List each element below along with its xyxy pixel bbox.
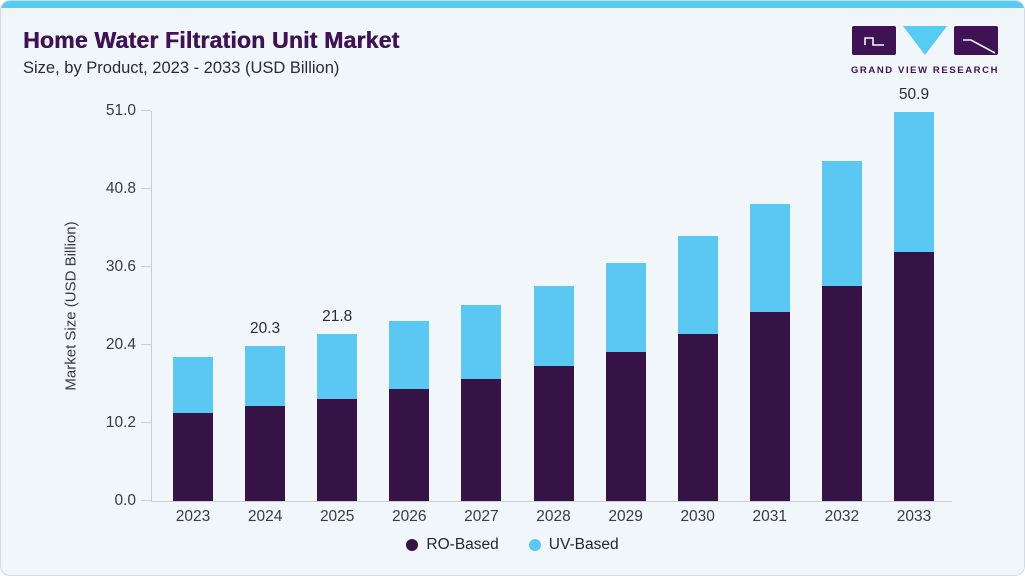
- y-axis-tick-label: 51.0: [105, 102, 136, 119]
- bar-segment-ro-based-2028: [533, 366, 574, 501]
- legend-label-ro-based: RO-Based: [426, 536, 499, 553]
- x-axis-label-2032: 2032: [824, 508, 860, 525]
- bar-group-2033: [894, 111, 934, 501]
- bar-segment-uv-based-2029: [605, 263, 646, 352]
- legend-item-uv-based: UV-Based: [528, 536, 619, 554]
- legend-label-uv-based: UV-Based: [548, 536, 619, 553]
- bar-segment-uv-based-2026: [389, 321, 430, 390]
- legend-swatch-uv-based: [528, 539, 541, 551]
- y-axis-tick-label: 0.0: [114, 492, 136, 509]
- y-axis-tick: [141, 266, 151, 267]
- bar-segment-ro-based-2023: [173, 413, 213, 501]
- x-axis-label-2023: 2023: [175, 508, 211, 525]
- gvr-logo-text: GRAND VIEW RESEARCH: [850, 65, 1000, 76]
- y-axis-tick-label: 10.2: [105, 414, 136, 431]
- bar-segment-uv-based-2024: [245, 345, 286, 407]
- plot-area: 0.0 10.2 20.4 30.6 40.8 51.0 2023 20.3 2024 21.8 2…: [106, 86, 952, 525]
- top-accent-bar: [1, 1, 1024, 8]
- bar-segment-uv-based-2031: [749, 203, 790, 313]
- bar-segment-uv-based-2028: [533, 286, 574, 367]
- x-axis-label-2028: 2028: [536, 508, 571, 525]
- bar-group-2028: [533, 111, 574, 501]
- y-axis-tick: [141, 110, 151, 111]
- x-axis-label-2025: 2025: [319, 508, 355, 525]
- x-axis-label-2027: 2027: [464, 508, 499, 525]
- logo-r-block: [954, 26, 998, 55]
- bar-segment-ro-based-2024: [245, 406, 286, 501]
- y-axis-tick: [141, 422, 151, 423]
- bar-group-2029: [605, 111, 646, 501]
- y-axis-title: Market Size (USD Billion): [62, 221, 80, 391]
- y-axis-tick-label: 20.4: [105, 336, 136, 353]
- bar-value-label-2025: 21.8: [322, 308, 353, 326]
- x-axis-label-2026: 2026: [392, 508, 427, 525]
- page-title: Home Water Filtration Unit Market: [23, 27, 400, 53]
- x-axis-label-2030: 2030: [680, 508, 715, 525]
- bar-group-2023: [173, 111, 213, 501]
- x-axis-label-2033: 2033: [896, 508, 932, 525]
- gvr-logo: GRAND VIEW RESEARCH: [850, 25, 1000, 76]
- legend-swatch-ro-based: [406, 539, 419, 551]
- bar-segment-ro-based-2025: [317, 398, 358, 501]
- bar-segment-uv-based-2025: [317, 334, 358, 399]
- logo-v-triangle: [903, 26, 947, 55]
- bar-group-2032: [821, 111, 862, 501]
- bar-segment-ro-based-2029: [605, 351, 646, 501]
- bar-segment-uv-based-2023: [173, 357, 213, 414]
- logo-g-mark: [864, 37, 884, 46]
- bar-segment-uv-based-2032: [821, 161, 862, 287]
- bar-group-2025: [317, 111, 358, 501]
- bar-value-label-2024: 20.3: [250, 319, 281, 337]
- y-axis-tick-label: 40.8: [105, 180, 136, 197]
- bar-segment-ro-based-2026: [389, 389, 430, 501]
- logo-r-mark: [963, 39, 996, 54]
- y-axis-tick: [141, 500, 151, 501]
- bar-group-2031: [749, 111, 790, 501]
- bar-group-2024: [245, 111, 286, 501]
- bar-segment-ro-based-2031: [749, 312, 790, 501]
- page-subtitle: Size, by Product, 2023 - 2033 (USD Billi…: [23, 59, 340, 77]
- y-axis-tick: [141, 188, 151, 189]
- x-axis-label-2031: 2031: [752, 508, 788, 525]
- bar-group-2030: [677, 111, 718, 501]
- bar-segment-ro-based-2032: [821, 286, 862, 501]
- bar-value-label-2033: 50.9: [898, 85, 930, 103]
- bar-segment-uv-based-2030: [677, 235, 718, 335]
- bar-group-2027: [461, 111, 502, 501]
- bar-segment-ro-based-2027: [461, 379, 502, 501]
- bar-group-2026: [389, 111, 430, 501]
- bar-segment-uv-based-2033: [894, 111, 934, 253]
- bar-segment-ro-based-2030: [677, 334, 718, 501]
- logo-g-block: [852, 26, 896, 55]
- y-axis-tick-label: 30.6: [105, 258, 136, 275]
- y-axis-tick: [141, 344, 151, 345]
- x-axis-label-2024: 2024: [247, 508, 283, 525]
- chart-legend: RO-Based UV-Based: [1, 536, 1024, 554]
- x-axis-label-2029: 2029: [608, 508, 643, 525]
- gvr-logo-icon: [852, 26, 998, 55]
- bar-segment-ro-based-2033: [894, 252, 934, 501]
- legend-item-ro-based: RO-Based: [406, 536, 499, 554]
- bar-segment-uv-based-2027: [461, 305, 502, 380]
